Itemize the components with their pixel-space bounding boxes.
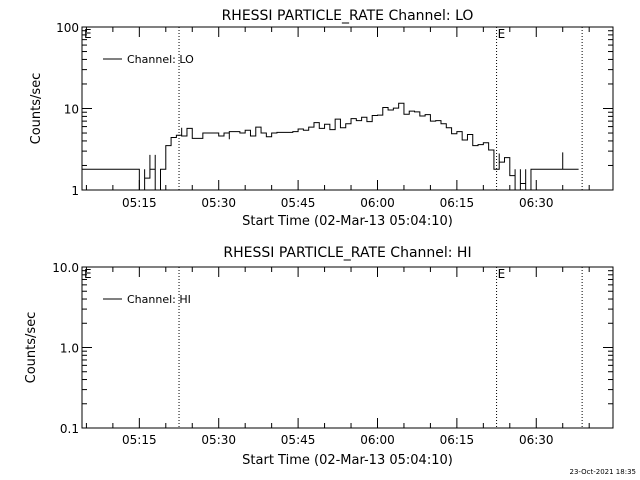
y-tick-label: 1.0 <box>60 342 79 356</box>
x-tick-label: 06:15 <box>440 196 475 210</box>
x-axis-label: Start Time (02-Mar-13 05:04:10) <box>242 214 453 229</box>
event-marker-label: E <box>498 267 506 281</box>
y-tick-label: 10 <box>64 103 79 117</box>
event-marker-label: E <box>84 267 92 281</box>
legend-label: Channel: HI <box>127 293 191 306</box>
x-tick-label: 06:30 <box>519 433 554 447</box>
x-axis-label: Start Time (02-Mar-13 05:04:10) <box>242 453 453 468</box>
chart-panel-1: RHESSI PARTICLE_RATE Channel: HI 0.1 1.0 10… <box>24 245 614 468</box>
x-tick-label: 05:45 <box>281 196 316 210</box>
x-tick-label: 06:30 <box>519 196 554 210</box>
x-tick-label: 05:30 <box>201 433 236 447</box>
x-tick-label: 05:15 <box>122 196 157 210</box>
x-tick-label: 05:30 <box>201 196 236 210</box>
plot-frame <box>81 266 614 429</box>
event-marker-label: E <box>84 27 92 41</box>
y-tick-label: 1 <box>71 184 79 198</box>
x-tick-label: 05:15 <box>122 433 157 447</box>
x-tick-label: 05:45 <box>281 433 316 447</box>
x-tick-label: 06:00 <box>360 196 395 210</box>
series-line-0 <box>82 102 579 190</box>
chart-title: RHESSI PARTICLE_RATE Channel: LO <box>222 8 474 24</box>
y-tick-label: 10.0 <box>52 261 79 275</box>
x-tick-label: 06:15 <box>440 433 475 447</box>
y-tick-label: 100 <box>56 21 79 35</box>
footer-timestamp: 23-Oct-2021 18:35 <box>570 468 636 476</box>
y-tick-label: 0.1 <box>60 422 79 436</box>
x-tick-label: 06:00 <box>360 433 395 447</box>
legend-label: Channel: LO <box>127 53 194 66</box>
plot-frame <box>81 26 614 191</box>
chart-title: RHESSI PARTICLE_RATE Channel: HI <box>223 245 471 261</box>
y-axis-label: Counts/sec <box>29 73 44 145</box>
event-marker-label: E <box>498 27 506 41</box>
y-axis-label: Counts/sec <box>24 312 39 384</box>
chart-panel-0: RHESSI PARTICLE_RATE Channel: LO 1 10 100 05… <box>29 8 614 229</box>
